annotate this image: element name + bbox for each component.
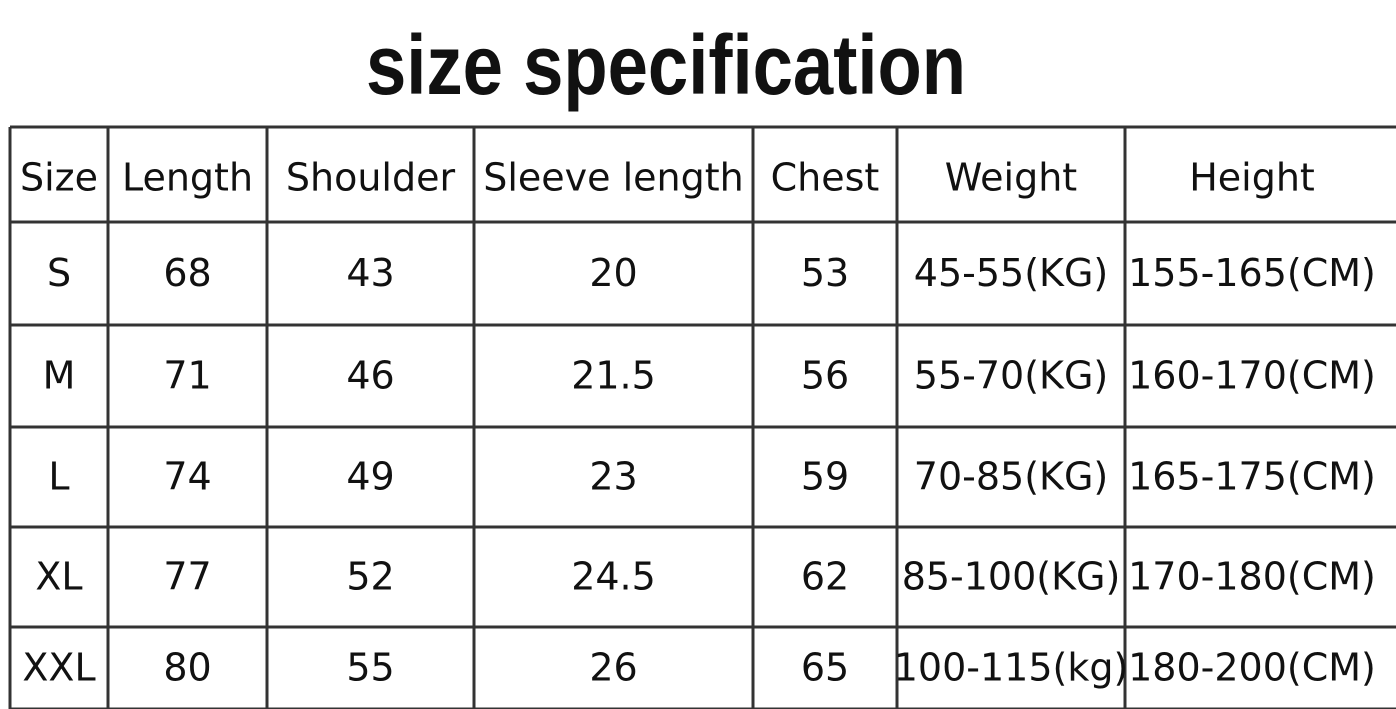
cell: 62 <box>801 555 849 599</box>
table-grid <box>8 125 1396 709</box>
cell: 65 <box>801 646 849 690</box>
column-header: Shoulder <box>286 156 456 200</box>
cell: 68 <box>163 251 211 295</box>
column-header: Chest <box>771 156 880 200</box>
column-header: Weight <box>945 156 1077 200</box>
cell: 49 <box>346 455 394 499</box>
cell: 180-200(CM) <box>1128 646 1376 690</box>
cell: 45-55(KG) <box>914 251 1108 295</box>
cell: 23 <box>589 455 637 499</box>
cell: 100-115(kg) <box>894 646 1129 690</box>
cell: 155-165(CM) <box>1128 251 1376 295</box>
cell: L <box>48 455 69 499</box>
cell: 55 <box>346 646 394 690</box>
cell: 26 <box>589 646 637 690</box>
cell: 21.5 <box>571 354 656 398</box>
cell: 46 <box>346 354 394 398</box>
cell: 70-85(KG) <box>914 455 1108 499</box>
cell: 59 <box>801 455 849 499</box>
cell: 71 <box>163 354 211 398</box>
cell: 170-180(CM) <box>1128 555 1376 599</box>
cell: 20 <box>589 251 637 295</box>
cell: 43 <box>346 251 394 295</box>
cell: 80 <box>163 646 211 690</box>
cell: M <box>43 354 76 398</box>
cell: 74 <box>163 455 211 499</box>
cell: 160-170(CM) <box>1128 354 1376 398</box>
cell: 165-175(CM) <box>1128 455 1376 499</box>
cell: XL <box>35 555 82 599</box>
cell: XXL <box>22 646 95 690</box>
table: Size Length Shoulder Sleeve length Chest Weig… <box>20 156 1376 690</box>
cell: 55-70(KG) <box>914 354 1108 398</box>
cell: 53 <box>801 251 849 295</box>
cell: 52 <box>346 555 394 599</box>
column-header: Height <box>1189 156 1315 200</box>
cell: 77 <box>163 555 211 599</box>
title: size specification <box>366 18 966 112</box>
column-header: Sleeve length <box>483 156 744 200</box>
column-header: Size <box>20 156 98 200</box>
column-header: Length <box>122 156 253 200</box>
cell: 85-100(KG) <box>902 555 1121 599</box>
cell: 56 <box>801 354 849 398</box>
cell: 24.5 <box>571 555 656 599</box>
cell: S <box>47 251 71 295</box>
